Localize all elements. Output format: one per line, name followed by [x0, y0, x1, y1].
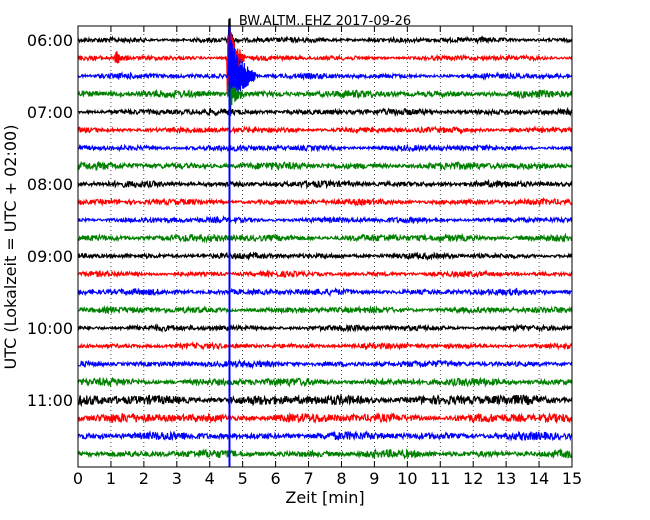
seismic-trace-0930 [77, 286, 573, 298]
y-tick-label: 07:00 [27, 103, 73, 122]
seismic-trace-0615 [77, 32, 573, 95]
seismic-trace-1115 [77, 411, 573, 425]
trace-layer [77, 18, 573, 467]
tick-marks [77, 26, 573, 467]
x-tick-label: 1 [106, 469, 116, 488]
seismic-trace-1045 [77, 376, 573, 389]
seismic-trace-0845 [77, 232, 573, 244]
y-axis-label: UTC (Lokalzeit = UTC + 02:00) [1, 125, 20, 370]
x-tick-label: 5 [238, 469, 248, 488]
x-tick-label: 3 [172, 469, 182, 488]
seismic-trace-1030 [77, 358, 573, 370]
seismic-trace-0915 [77, 269, 573, 279]
x-tick-labels: 0 1 2 3 4 5 6 7 8 9 10 11 12 13 14 15 [73, 469, 582, 488]
x-tick-label: 4 [205, 469, 215, 488]
seismic-trace-0945 [77, 304, 573, 315]
x-tick-label: 6 [271, 469, 281, 488]
chart-title: BW.ALTM..EHZ 2017-09-26 [239, 14, 411, 29]
x-tick-label: 14 [529, 469, 549, 488]
y-tick-label: 06:00 [27, 31, 73, 50]
x-tick-label: 12 [463, 469, 483, 488]
seismic-trace-1100 [77, 393, 573, 408]
seismic-trace-1130 [77, 429, 573, 442]
y-tick-label: 09:00 [27, 247, 73, 266]
seismic-trace-1000 [77, 323, 573, 333]
seismic-trace-0900 [77, 251, 573, 262]
y-tick-label: 10:00 [27, 319, 73, 338]
x-tick-label: 9 [369, 469, 379, 488]
seismic-trace-0700 [77, 106, 573, 118]
x-tick-label: 7 [303, 469, 313, 488]
y-tick-label: 08:00 [27, 175, 73, 194]
seismic-trace-0800 [77, 178, 573, 190]
seismic-trace-0730 [77, 143, 573, 153]
y-tick-label: 11:00 [27, 391, 73, 410]
plot-frame [77, 25, 573, 468]
seismic-trace-0715 [77, 125, 573, 135]
seismic-trace-0630 [77, 39, 573, 116]
seismic-trace-0600 [77, 18, 573, 65]
x-tick-label: 10 [397, 469, 417, 488]
seismic-trace-0830 [77, 215, 573, 225]
x-tick-label: 13 [496, 469, 516, 488]
x-tick-label: 11 [430, 469, 450, 488]
x-tick-label: 8 [336, 469, 346, 488]
grid-lines [78, 26, 572, 467]
seismic-trace-0645 [77, 80, 573, 108]
seismic-trace-1015 [77, 340, 573, 351]
y-tick-labels: 06:00 07:00 08:00 09:00 10:00 11:00 [27, 31, 73, 410]
x-tick-label: 0 [73, 469, 83, 488]
x-tick-label: 15 [562, 469, 582, 488]
seismic-trace-1145 [77, 448, 573, 460]
x-axis-label: Zeit [min] [285, 488, 364, 507]
seismic-trace-0745 [77, 160, 573, 172]
seismic-trace-0815 [77, 196, 573, 207]
x-tick-label: 2 [139, 469, 149, 488]
